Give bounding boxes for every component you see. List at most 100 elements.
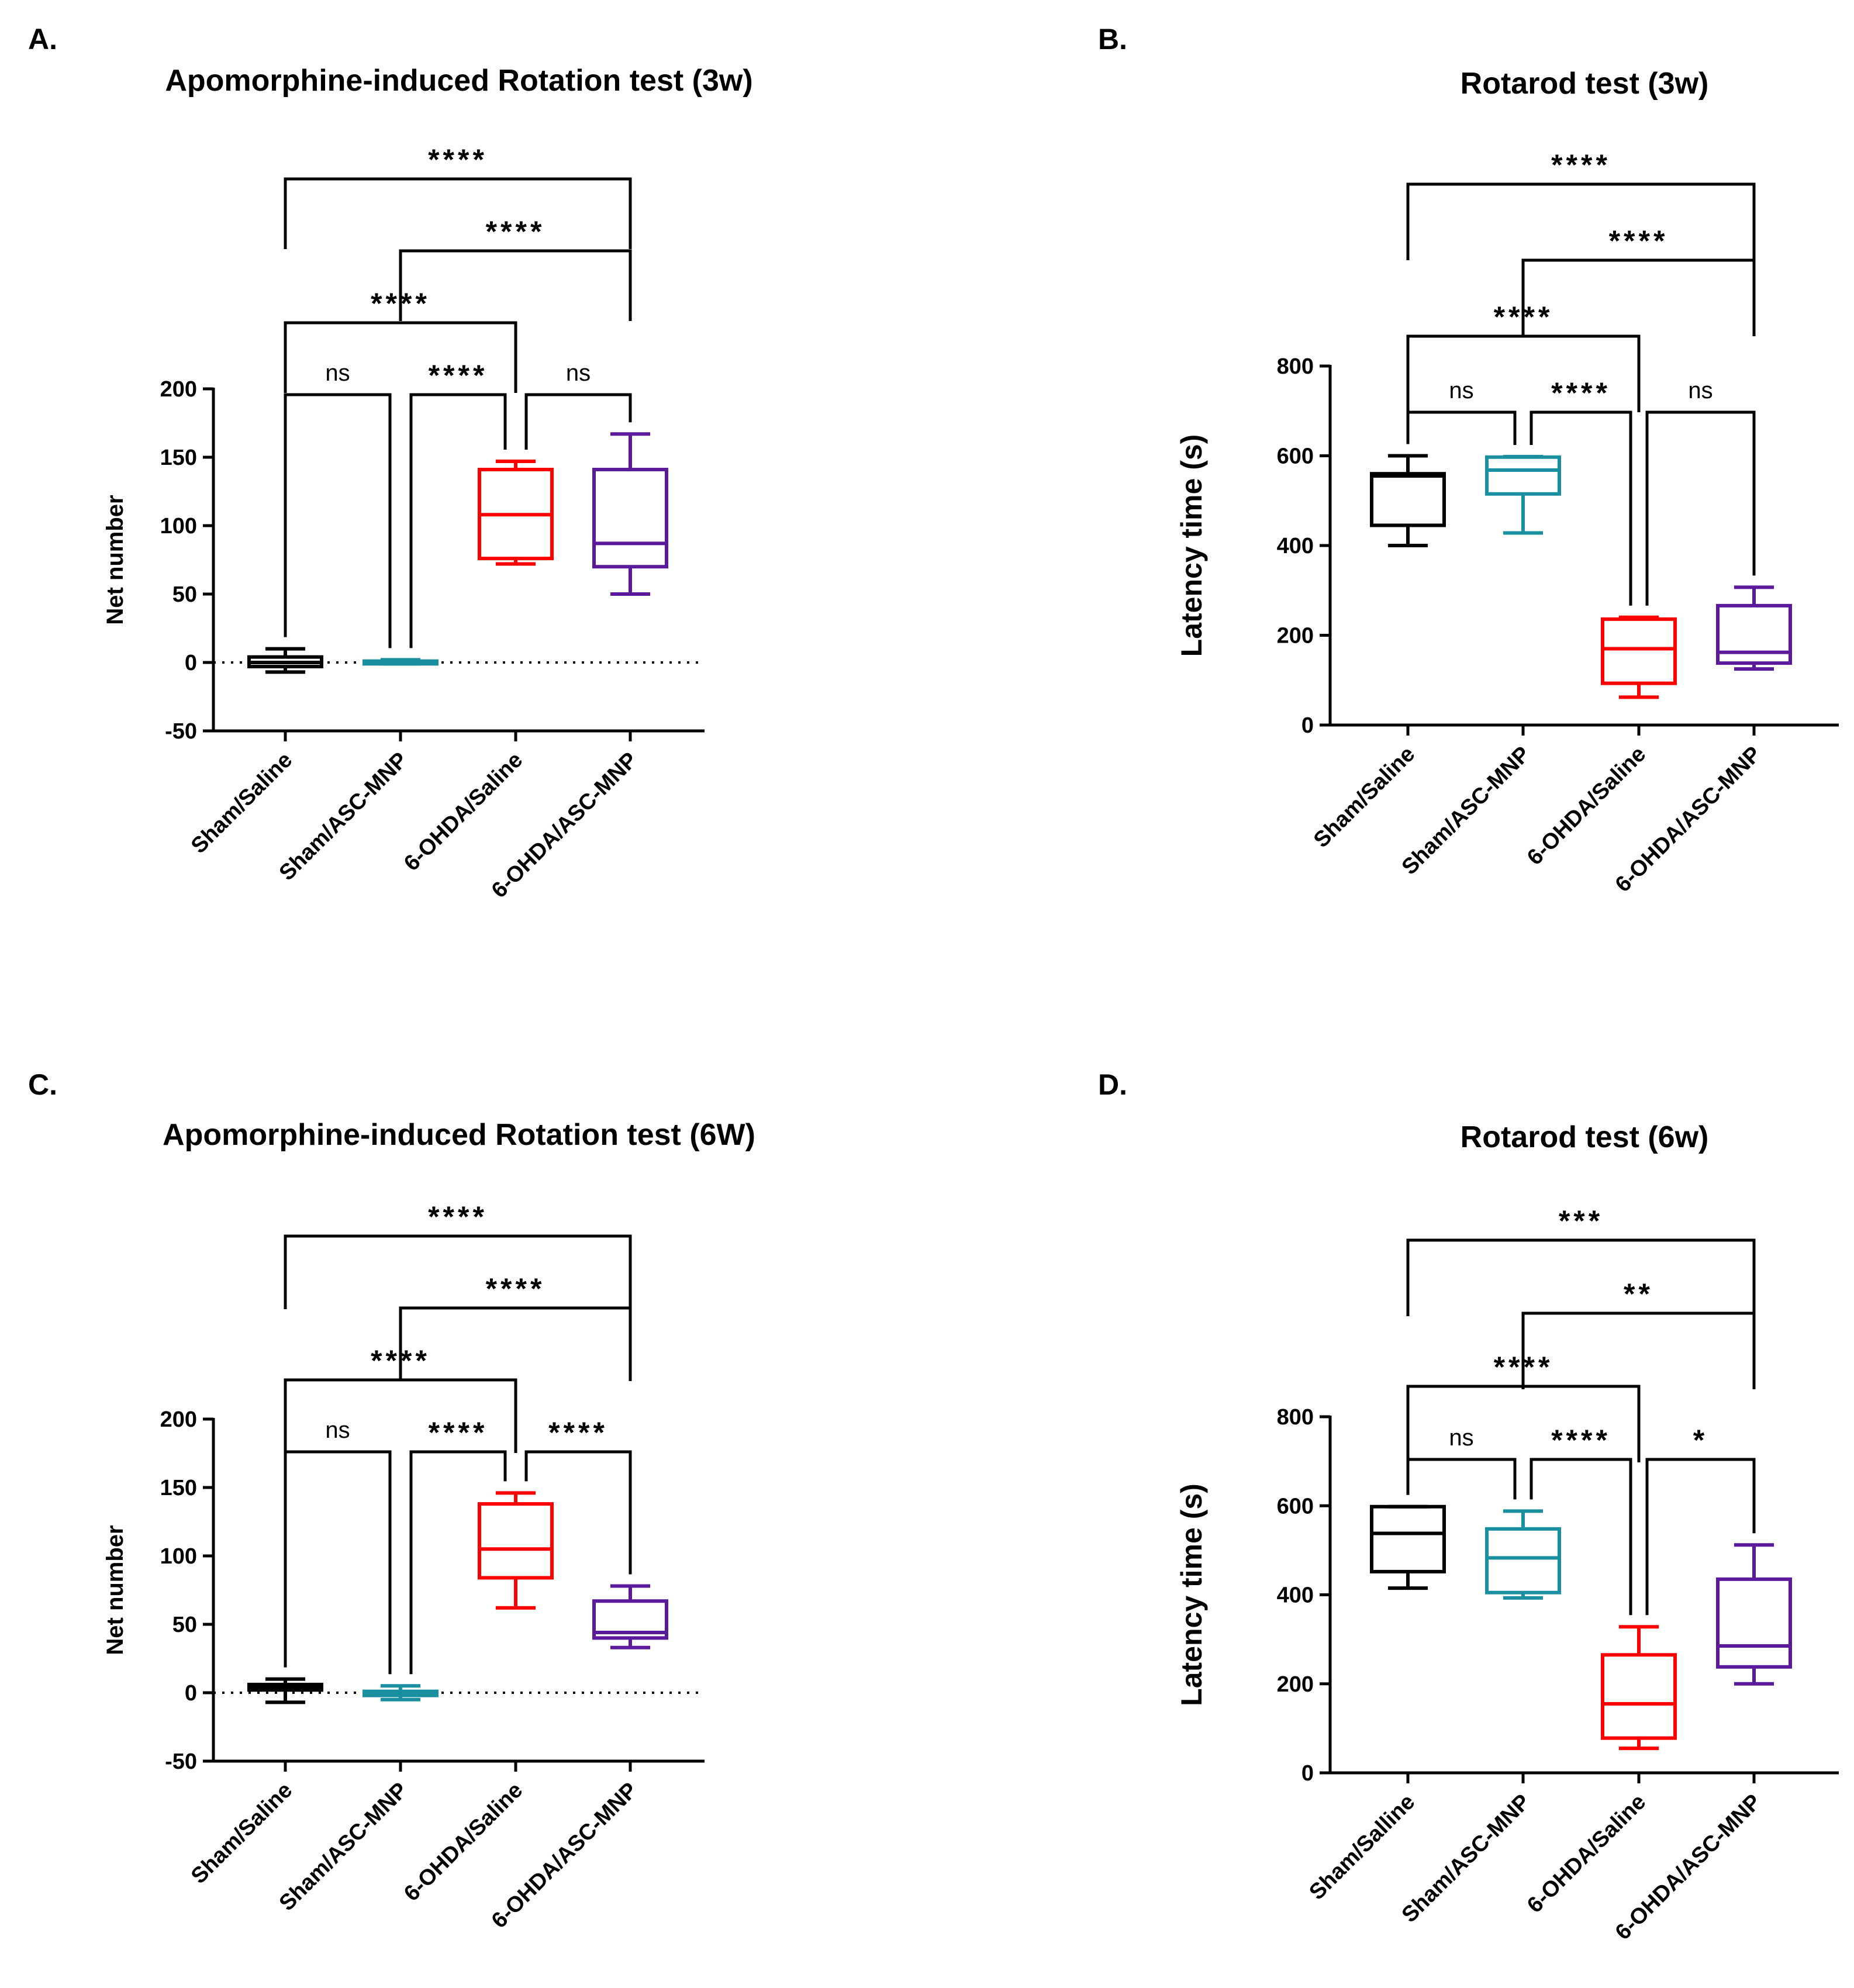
rotation-6w-chart: 200 150 100 50 0 -50 Net number Sham/SalineSham… [102, 1200, 705, 1933]
box-3 [478, 460, 554, 566]
bracket-line [409, 1450, 507, 1675]
significance-bracket: **** [399, 215, 632, 321]
panel-letter: B. [1098, 23, 1127, 56]
significance-label: * [1693, 1424, 1708, 1457]
y-axis-label: Latency time (s) [1175, 434, 1208, 657]
bracket-line [1521, 258, 1756, 336]
significance-bracket: **** [399, 1272, 632, 1381]
box-iqr [1370, 1504, 1446, 1573]
panel-letter: D. [1098, 1068, 1127, 1101]
bracket-line [1645, 1458, 1756, 1616]
bracket-line [399, 1306, 632, 1381]
box-3 [1601, 615, 1677, 699]
category-label: Sham/Saline [187, 1778, 297, 1889]
box-1 [1370, 1504, 1446, 1590]
category-label: Sham/ASC-MNP [1397, 742, 1535, 880]
y-tick-label: 600 [1277, 1494, 1314, 1518]
y-tick-label: 0 [1301, 713, 1314, 738]
box-iqr [1370, 472, 1446, 527]
box-iqr [1601, 1653, 1677, 1740]
y-axis-label: Latency time (s) [1175, 1483, 1208, 1706]
significance-bracket: ** [1521, 1278, 1756, 1389]
y-tick-label: 800 [1277, 354, 1314, 379]
chart-title: Rotarod test (6w) [1461, 1120, 1709, 1154]
bracket-line [284, 1450, 392, 1675]
panel-b: B. Rotarod test (3w) 800 600 400 200 0 Latenc… [1098, 23, 1839, 897]
significance-bracket: ns [1406, 1425, 1517, 1500]
box-iqr [1716, 1577, 1792, 1669]
box-2 [362, 1684, 439, 1701]
significance-label: ns [1449, 378, 1473, 403]
y-axis-label: Net number [102, 1525, 128, 1655]
category-label: Sham/ASC-MNP [275, 748, 413, 886]
significance-bracket: ns [1406, 378, 1517, 446]
y-tick-label: 400 [1277, 1583, 1314, 1608]
significance-bracket: **** [1521, 225, 1756, 336]
y-tick-label: 0 [1301, 1761, 1314, 1786]
significance-bracket: **** [284, 287, 517, 393]
box-4 [592, 1584, 668, 1649]
significance-label: **** [371, 287, 430, 320]
y-tick-label: 0 [185, 1681, 197, 1706]
bracket-line [1530, 1458, 1632, 1616]
box-1 [247, 647, 323, 674]
y-tick-label: 0 [185, 651, 197, 675]
significance-bracket: ns [284, 360, 392, 648]
y-tick-label: 150 [160, 446, 197, 470]
box-3 [478, 1491, 554, 1610]
box-iqr [592, 1599, 668, 1640]
y-tick-label: 200 [1277, 624, 1314, 648]
y-tick-label: 200 [160, 1407, 197, 1432]
significance-label: **** [428, 143, 488, 176]
box-iqr [478, 1502, 554, 1580]
y-tick-label: 100 [160, 1544, 197, 1569]
box-2 [1485, 1509, 1561, 1600]
chart-title: Rotarod test (3w) [1461, 67, 1709, 101]
panel-letter: A. [28, 23, 57, 56]
bracket-line [1406, 1458, 1517, 1500]
significance-label: **** [428, 1200, 488, 1233]
box-2 [362, 658, 439, 666]
panel-a: A. Apomorphine-induced Rotation test (3w… [28, 23, 753, 903]
category-label: Sham/Salline [1304, 1790, 1420, 1905]
bracket-line [1406, 182, 1756, 260]
significance-label: **** [429, 1416, 488, 1449]
box-1 [1370, 454, 1446, 547]
box-1 [247, 1677, 323, 1704]
category-label: 6-OHDA/Saline [1522, 742, 1651, 870]
category-label: Sham/Saline [1309, 742, 1420, 853]
significance-bracket: ns [524, 360, 632, 450]
box-4 [1716, 585, 1792, 671]
significance-bracket: **** [1406, 149, 1756, 260]
bracket-line [1521, 1311, 1756, 1389]
significance-label: ns [325, 360, 350, 386]
box-iqr [1485, 1527, 1561, 1594]
rotarod-6w-chart: 800 600 400 200 0 Latency time (s) Sham/Sallin… [1175, 1204, 1839, 1945]
box-2 [1485, 455, 1561, 535]
significance-bracket: ns [1645, 378, 1756, 606]
panel-d: D. Rotarod test (6w) 800 600 400 200 0 Latenc… [1098, 1068, 1839, 1945]
significance-label: **** [548, 1416, 608, 1449]
category-label: Sham/ASC-MNP [275, 1778, 413, 1916]
y-tick-label: 50 [172, 582, 197, 607]
significance-bracket: **** [284, 143, 632, 249]
bracket-line [284, 321, 517, 393]
y-tick-label: 400 [1277, 534, 1314, 558]
box-iqr [1601, 617, 1677, 685]
significance-bracket: * [1645, 1424, 1756, 1616]
significance-label: **** [1551, 377, 1611, 409]
y-tick-label: 200 [1277, 1672, 1314, 1697]
panel-letter: C. [28, 1068, 57, 1101]
significance-label: **** [1551, 1424, 1611, 1457]
significance-label: ns [566, 360, 591, 386]
y-axis-label: Net number [102, 495, 128, 624]
significance-label: **** [371, 1344, 430, 1377]
box-iqr [592, 468, 668, 569]
significance-bracket: ns [284, 1417, 392, 1675]
box-4 [1716, 1543, 1792, 1686]
category-label: 6-OHDA/Saline [1522, 1790, 1651, 1918]
bracket-line [1645, 410, 1756, 606]
y-tick-label: 600 [1277, 444, 1314, 469]
bracket-line [524, 1450, 632, 1575]
